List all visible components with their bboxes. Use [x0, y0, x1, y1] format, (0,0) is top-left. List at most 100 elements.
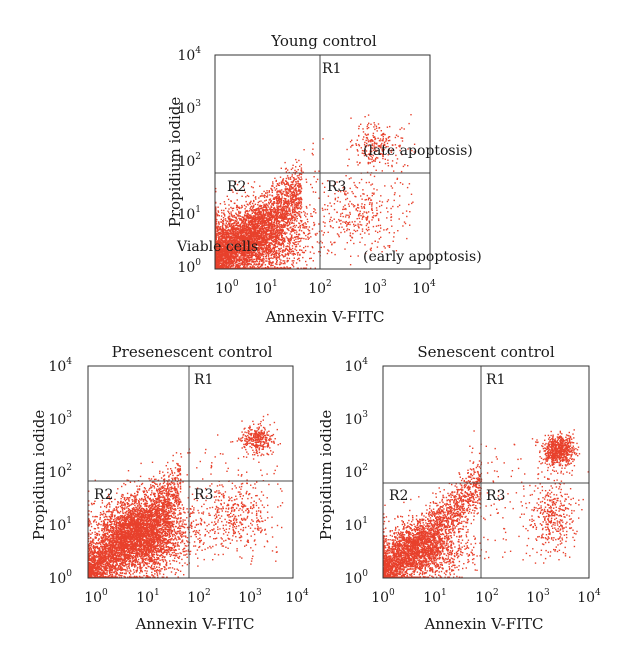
event-point [224, 203, 226, 205]
event-point [273, 206, 275, 209]
event-point [298, 178, 301, 180]
event-point [294, 173, 296, 175]
event-point [290, 194, 293, 196]
event-point [230, 258, 233, 260]
event-point [278, 229, 281, 231]
event-point [230, 235, 233, 238]
event-point [272, 198, 275, 200]
event-point [222, 217, 225, 219]
event-point [244, 215, 246, 217]
event-point [298, 177, 300, 179]
event-point [300, 230, 303, 232]
event-point [292, 237, 294, 239]
event-point [259, 223, 261, 225]
event-point [266, 222, 268, 224]
event-point [246, 223, 248, 225]
event-point [227, 226, 229, 229]
event-point [288, 203, 290, 206]
event-point [261, 195, 263, 197]
event-point [277, 202, 279, 205]
event-point [244, 263, 246, 266]
event-point [290, 192, 293, 194]
event-point [251, 226, 253, 228]
event-point [254, 196, 257, 199]
event-point [216, 253, 218, 255]
event-point [279, 213, 282, 216]
event-point [294, 208, 296, 210]
event-point [217, 210, 219, 212]
event-point [243, 256, 245, 258]
event-point [236, 261, 238, 264]
event-point [223, 214, 226, 216]
event-point [304, 249, 307, 252]
event-point [289, 196, 292, 198]
y-tick-label: 103 [177, 99, 201, 117]
event-point [290, 213, 292, 215]
event-point [233, 202, 236, 204]
event-point [298, 211, 300, 213]
event-point [215, 221, 218, 223]
event-point [276, 202, 278, 204]
event-point [284, 168, 287, 170]
event-point [235, 236, 237, 239]
event-point [256, 260, 258, 263]
event-point [294, 232, 296, 234]
event-point [241, 220, 244, 223]
event-point [305, 234, 307, 237]
event-point [286, 191, 288, 193]
event-point [298, 198, 300, 201]
y-tick-labels: 100 101 102 103 104 [177, 46, 201, 276]
event-point [258, 260, 261, 263]
event-point [252, 261, 255, 263]
event-point [270, 205, 272, 207]
event-point [264, 228, 267, 230]
event-point [266, 245, 268, 247]
event-point [232, 264, 234, 267]
event-point [228, 224, 230, 226]
event-point [271, 191, 273, 193]
event-point [253, 258, 256, 261]
event-point [228, 208, 230, 210]
event-point [240, 207, 242, 209]
event-point [262, 221, 265, 224]
event-point [275, 257, 277, 259]
event-point [267, 245, 269, 247]
event-point [278, 199, 280, 201]
event-point [297, 190, 299, 192]
event-point [263, 219, 265, 221]
event-point [274, 189, 277, 191]
event-point [289, 194, 291, 196]
event-point [220, 260, 223, 262]
event-point [251, 217, 253, 219]
event-point [219, 265, 221, 267]
event-point [251, 231, 253, 234]
event-point [289, 233, 291, 235]
plot-area: R1 R2 R3 (late apoptosis) Viable cells (… [176, 54, 482, 270]
event-point [276, 201, 278, 204]
event-point [259, 236, 261, 238]
event-point [271, 202, 274, 205]
event-point [262, 213, 264, 216]
event-point [273, 215, 275, 218]
event-point [225, 257, 227, 259]
event-point [300, 198, 303, 201]
event-point [295, 229, 297, 232]
event-point [250, 200, 252, 202]
event-point [263, 251, 265, 254]
event-point [231, 223, 233, 225]
event-point [280, 214, 283, 217]
event-point [227, 198, 230, 201]
event-point [223, 219, 225, 221]
event-point [225, 265, 227, 267]
event-point [278, 250, 280, 252]
event-point [228, 213, 231, 215]
event-point [258, 258, 260, 260]
event-point [300, 203, 303, 205]
event-point [300, 188, 303, 190]
event-point [281, 231, 283, 233]
event-point [282, 209, 284, 211]
event-point [238, 211, 240, 214]
event-point [286, 193, 288, 195]
event-point [289, 189, 291, 192]
event-point [224, 262, 227, 265]
